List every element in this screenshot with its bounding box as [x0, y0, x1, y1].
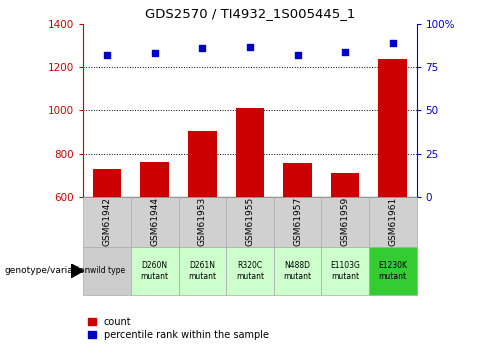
Bar [226, 247, 274, 295]
Bar [283, 163, 312, 326]
Bar [274, 247, 321, 295]
Text: E1230K
mutant: E1230K mutant [378, 261, 407, 280]
Bar [321, 247, 369, 295]
Polygon shape [71, 264, 83, 278]
Bar [178, 197, 226, 247]
Bar [236, 108, 264, 326]
Text: GSM61955: GSM61955 [245, 197, 254, 246]
Point [246, 44, 254, 49]
Text: wild type: wild type [90, 266, 124, 275]
Text: genotype/variation: genotype/variation [5, 266, 91, 275]
Bar [226, 197, 274, 247]
Point [198, 46, 206, 51]
Text: GSM61959: GSM61959 [341, 197, 349, 246]
Text: GSM61944: GSM61944 [150, 197, 159, 246]
Point [341, 49, 349, 55]
Point [151, 51, 159, 56]
Text: GSM61953: GSM61953 [198, 197, 207, 246]
Bar [83, 247, 131, 295]
Text: R320C
mutant: R320C mutant [236, 261, 264, 280]
Legend: count, percentile rank within the sample: count, percentile rank within the sample [88, 317, 269, 340]
Text: N488D
mutant: N488D mutant [283, 261, 312, 280]
Bar [274, 197, 321, 247]
Bar [178, 247, 226, 295]
Bar [378, 59, 407, 326]
Bar [331, 173, 359, 326]
Text: GSM61942: GSM61942 [102, 197, 112, 246]
Text: GSM61957: GSM61957 [293, 197, 302, 246]
Title: GDS2570 / TI4932_1S005445_1: GDS2570 / TI4932_1S005445_1 [145, 7, 355, 20]
Point [294, 52, 301, 58]
Bar [188, 131, 217, 326]
Text: GSM61961: GSM61961 [388, 197, 397, 246]
Bar [131, 247, 178, 295]
Text: D261N
mutant: D261N mutant [188, 261, 217, 280]
Bar [369, 247, 416, 295]
Text: E1103G
mutant: E1103G mutant [330, 261, 360, 280]
Bar [93, 169, 122, 326]
Text: D260N
mutant: D260N mutant [141, 261, 169, 280]
Point [103, 52, 111, 58]
Bar [131, 197, 178, 247]
Bar [321, 197, 369, 247]
Bar [141, 162, 169, 326]
Point [389, 40, 396, 46]
Bar [83, 197, 131, 247]
Bar [369, 197, 416, 247]
